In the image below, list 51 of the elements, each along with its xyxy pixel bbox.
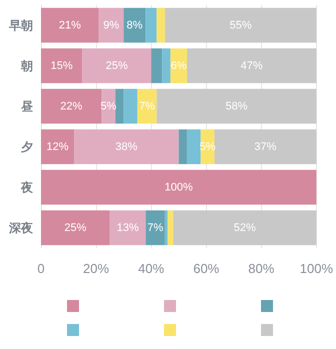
y-tick-label: 早朝: [8, 18, 33, 32]
data-label: 13%: [116, 222, 139, 234]
bar: [146, 8, 157, 43]
bar: [156, 88, 316, 124]
data-label: 38%: [115, 140, 138, 153]
bar: [41, 88, 102, 124]
bar: [214, 129, 316, 164]
y-tick-label: 夜: [20, 180, 34, 194]
bar: [186, 48, 316, 84]
data-label: 9%: [103, 19, 120, 32]
bar: [115, 88, 124, 124]
bar: [41, 8, 99, 43]
x-tick-label: 80%: [248, 261, 275, 276]
x-tick-label: 60%: [193, 261, 220, 276]
bar: [41, 48, 82, 84]
data-label: 8%: [126, 19, 143, 32]
x-tick-label: 40%: [138, 261, 165, 276]
bar: [82, 48, 152, 84]
data-label: 22%: [60, 100, 83, 112]
bar: [164, 8, 316, 43]
y-tick-label: 昼: [20, 99, 34, 114]
bar: [178, 129, 187, 164]
bar: [173, 210, 316, 246]
x-tick-label: 0: [37, 261, 45, 276]
bar: [124, 88, 138, 124]
x-tick-label: 100%: [300, 261, 334, 276]
y-tick-label: 深夜: [8, 220, 34, 235]
bar: [110, 210, 146, 246]
y-tick-label: 夕: [20, 140, 33, 154]
data-label: 15%: [50, 60, 73, 72]
data-label: 25%: [106, 60, 128, 72]
data-label: 21%: [58, 19, 82, 32]
data-label: 6%: [170, 60, 187, 72]
data-label: 7%: [147, 222, 164, 234]
y-tick-label: 朝: [20, 58, 33, 73]
bar: [164, 210, 168, 246]
bar: [74, 129, 179, 164]
data-label: 12%: [46, 140, 69, 153]
bar: [186, 129, 201, 164]
bar: [41, 210, 110, 246]
bar: [41, 129, 74, 164]
bar: [146, 210, 165, 246]
bar: [156, 8, 165, 43]
data-label: 25%: [64, 222, 87, 234]
data-label: 7%: [139, 100, 156, 112]
bar: [41, 170, 316, 205]
bar: [162, 48, 170, 84]
bar: [151, 48, 162, 84]
data-label: 100%: [164, 181, 193, 194]
x-tick-label: 20%: [83, 261, 110, 276]
bar: [168, 210, 174, 246]
